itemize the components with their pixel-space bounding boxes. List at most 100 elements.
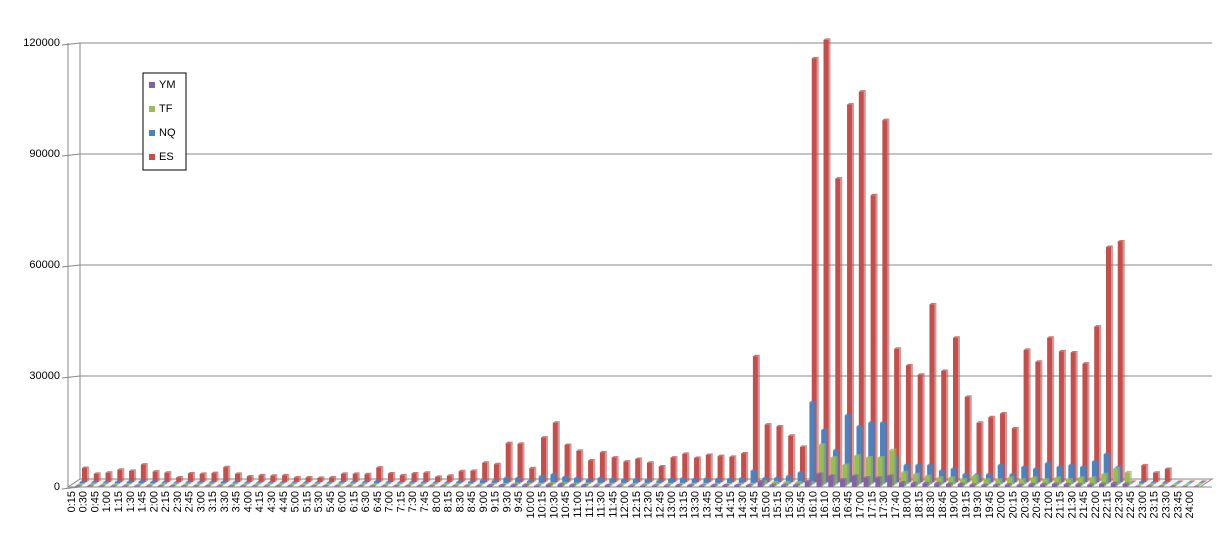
bar-face — [146, 463, 148, 482]
bar-face — [1146, 464, 1148, 482]
x-tick-label: 3:30 — [219, 491, 231, 512]
bar-face — [852, 103, 854, 482]
legend-label: NQ — [159, 127, 176, 139]
bar-face — [158, 470, 160, 482]
bar — [1082, 362, 1089, 482]
bar-face — [781, 425, 783, 482]
x-tick-label: 6:45 — [372, 491, 384, 512]
x-tick-label: 15:00 — [760, 491, 772, 519]
bar-face — [346, 472, 348, 482]
bar — [739, 477, 746, 484]
bar-face — [776, 427, 781, 483]
bar — [376, 466, 383, 482]
legend-label: YM — [159, 79, 176, 91]
bar-face — [510, 485, 515, 487]
bar-face — [911, 364, 913, 482]
bar-face — [1059, 476, 1061, 485]
bar — [835, 177, 842, 482]
bar-face — [932, 464, 934, 484]
bar-face — [965, 397, 970, 482]
bar-face — [487, 461, 489, 482]
x-tick-label: 19:00 — [949, 491, 961, 519]
bar-face — [934, 483, 939, 487]
bar-face — [157, 486, 162, 487]
bar-face — [711, 453, 713, 482]
bar — [400, 474, 407, 482]
bar-face — [1094, 327, 1099, 482]
bar — [824, 38, 831, 482]
x-tick-label: 12:00 — [619, 491, 631, 519]
bar-face — [1014, 473, 1016, 484]
x-tick-label: 1:45 — [137, 491, 149, 512]
bar-face — [857, 474, 859, 487]
bar-face — [499, 463, 501, 482]
bar-face — [869, 476, 871, 487]
x-tick-label: 21:45 — [1078, 491, 1090, 519]
bar-face — [569, 485, 574, 487]
bar-face — [887, 476, 892, 487]
x-tick-label: 10:15 — [537, 491, 549, 519]
bar-face — [141, 465, 146, 482]
bar-face — [581, 449, 583, 482]
x-tick-label: 16:30 — [831, 491, 843, 519]
bar-face — [640, 458, 642, 482]
x-tick-label: 7:15 — [395, 491, 407, 512]
x-tick-label: 16:10 — [819, 491, 831, 519]
bar-face — [275, 486, 280, 487]
bar-face — [687, 452, 689, 482]
bar-face — [464, 470, 466, 482]
x-tick-label: 14:00 — [713, 491, 725, 519]
bar-face — [87, 486, 92, 487]
y-tick-label: 60000 — [29, 259, 60, 271]
x-tick-label: 13:30 — [690, 491, 702, 519]
x-tick-label: 15:15 — [772, 491, 784, 519]
x-tick-label: 0:30 — [78, 491, 90, 512]
bar-face — [840, 177, 842, 482]
bar-face — [346, 486, 351, 487]
bar-face — [369, 486, 374, 487]
bar-face — [838, 449, 840, 484]
bar-face — [117, 470, 122, 482]
bar-face — [988, 417, 993, 482]
bar — [153, 470, 160, 482]
bar — [1118, 240, 1125, 482]
bar-face — [593, 459, 595, 482]
x-tick-label: 17:00 — [854, 491, 866, 519]
bar-face — [1083, 476, 1085, 485]
bar-face — [205, 472, 207, 482]
bar-face — [417, 472, 419, 482]
bar-face — [1017, 485, 1022, 487]
bar-face — [381, 466, 383, 482]
x-tick-label: 2:15 — [160, 491, 172, 512]
bar-face — [864, 90, 866, 482]
x-tick-label: 22:15 — [1102, 491, 1114, 519]
bar-face — [923, 373, 925, 482]
bar-face — [956, 467, 958, 483]
legend-label: TF — [159, 103, 173, 115]
bar-face — [944, 469, 946, 483]
bar-face — [1146, 486, 1151, 487]
bar-face — [864, 478, 869, 487]
legend-label: ES — [159, 151, 174, 163]
x-tick-label: 3:15 — [207, 491, 219, 512]
bar-face — [758, 481, 763, 487]
bar-face — [558, 484, 563, 487]
bar-face — [1073, 464, 1075, 484]
bar-face — [676, 456, 678, 482]
bar — [828, 474, 835, 487]
x-tick-label: 7:45 — [419, 491, 431, 512]
x-tick-label: 13:15 — [678, 491, 690, 519]
bar-face — [376, 468, 381, 482]
bar-face — [628, 486, 633, 487]
bar-face — [899, 483, 904, 487]
bar-face — [506, 443, 511, 482]
x-tick-label: 10:00 — [525, 491, 537, 519]
bar-face — [793, 485, 798, 487]
bar-face — [880, 476, 882, 487]
bar-face — [875, 478, 880, 487]
bar-face — [652, 461, 654, 482]
bar-face — [228, 486, 233, 487]
bar-face — [911, 483, 916, 487]
bar-face — [687, 486, 692, 487]
bar — [941, 370, 948, 483]
